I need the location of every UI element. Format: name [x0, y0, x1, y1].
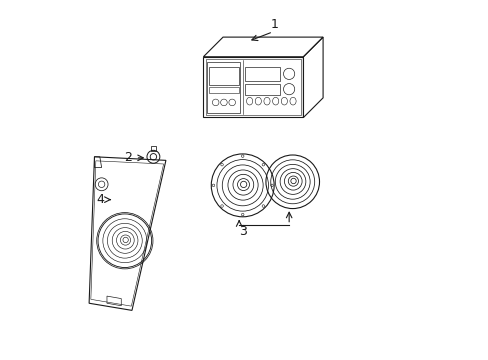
- Bar: [205, 59, 300, 115]
- Bar: [209, 67, 238, 85]
- Text: 3: 3: [238, 225, 246, 238]
- Text: 1: 1: [270, 18, 278, 31]
- Text: 4: 4: [96, 193, 103, 206]
- Bar: [207, 62, 240, 113]
- Bar: [203, 57, 303, 117]
- Text: 2: 2: [124, 151, 132, 165]
- Bar: [209, 87, 238, 93]
- Bar: [245, 67, 280, 81]
- Bar: [245, 84, 280, 95]
